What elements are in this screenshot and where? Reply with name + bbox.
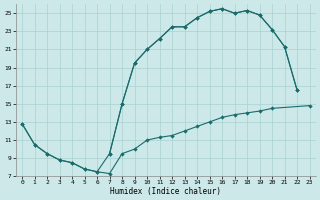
X-axis label: Humidex (Indice chaleur): Humidex (Indice chaleur) (110, 187, 221, 196)
